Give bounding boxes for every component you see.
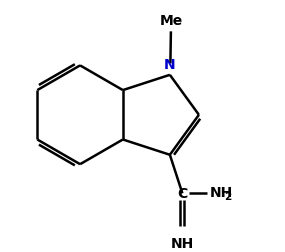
Text: NH: NH	[171, 236, 194, 250]
Text: NH: NH	[209, 185, 233, 199]
Text: N: N	[164, 58, 176, 72]
Text: C: C	[177, 186, 188, 201]
Text: Me: Me	[159, 14, 182, 27]
Text: 2: 2	[224, 191, 231, 201]
